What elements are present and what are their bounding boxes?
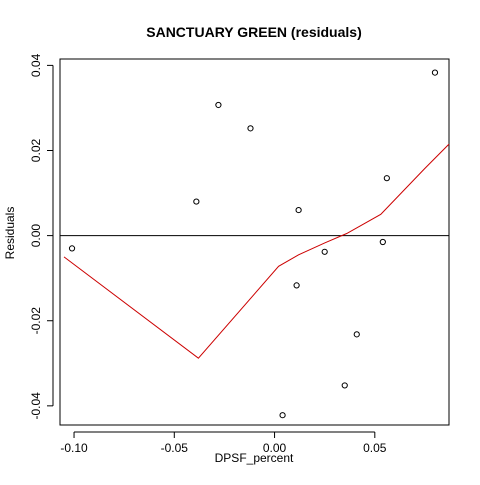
data-point: [321, 248, 328, 255]
x-tick-label: -0.05: [161, 441, 189, 455]
y-tick-label: 0.00: [29, 224, 43, 248]
data-point: [215, 101, 222, 109]
plot-frame-layer: [59, 58, 450, 426]
data-point: [247, 125, 254, 132]
data-point: [295, 206, 302, 214]
plot-frame: [59, 58, 450, 426]
y-tick-label: 0.02: [29, 138, 43, 162]
x-tick-label: -0.10: [60, 441, 88, 455]
data-point: [68, 245, 76, 252]
smooth-line-layer: [63, 143, 450, 359]
data-point: [431, 69, 439, 76]
y-tick-label: 0.04: [29, 53, 43, 77]
y-axis: -0.04 -0.02 0.00 0.02 0.04: [29, 53, 54, 420]
smooth-trend-line: [63, 143, 450, 359]
data-point: [383, 175, 390, 182]
y-tick-label: -0.02: [29, 307, 43, 335]
data-point: [193, 198, 200, 205]
points-layer: [68, 69, 439, 419]
y-tick-label: -0.04: [29, 392, 43, 420]
data-point: [279, 412, 286, 419]
data-point: [341, 382, 348, 389]
x-axis: -0.10 -0.05 0.00 0.05: [60, 431, 387, 455]
x-axis-label: DPSF_percent: [215, 451, 294, 465]
chart-title: SANCTUARY GREEN (residuals): [146, 24, 361, 40]
data-point: [293, 282, 300, 289]
x-tick-label: 0.05: [363, 441, 387, 455]
x-tick-label: 0.00: [263, 441, 287, 455]
y-axis-label: Residuals: [3, 207, 17, 260]
data-point: [379, 238, 386, 246]
data-point: [353, 331, 360, 338]
